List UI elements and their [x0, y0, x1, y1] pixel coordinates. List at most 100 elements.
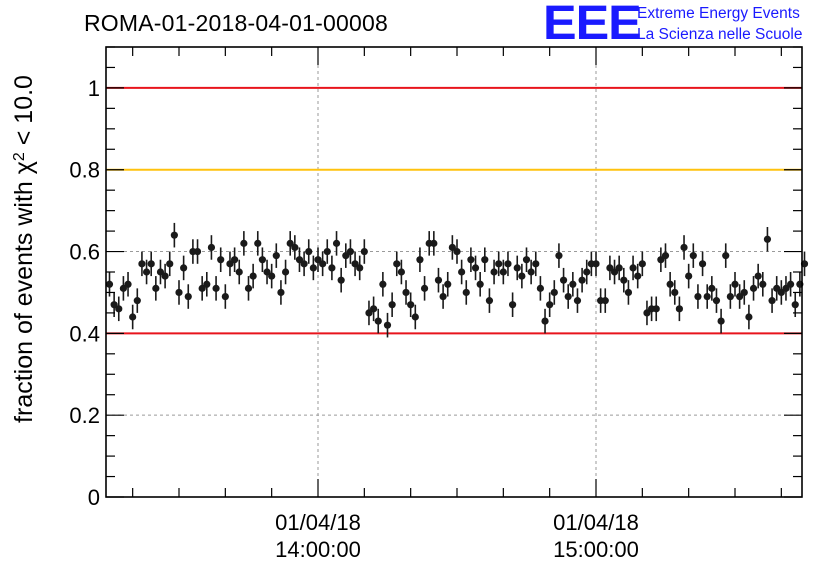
data-marker — [749, 284, 758, 292]
data-point — [550, 280, 558, 305]
data-point — [277, 280, 285, 305]
chart-title: ROMA-01-2018-04-01-00008 — [84, 10, 388, 36]
data-marker — [133, 297, 141, 305]
data-marker — [281, 268, 290, 276]
data-marker — [508, 301, 517, 309]
data-point — [161, 263, 169, 289]
data-marker — [379, 280, 387, 288]
data-marker — [657, 256, 665, 264]
data-marker — [620, 276, 628, 284]
data-marker — [712, 297, 721, 305]
data-point — [193, 239, 202, 264]
data-marker — [606, 264, 614, 272]
data-marker — [319, 260, 327, 268]
data-marker — [420, 284, 429, 292]
data-marker — [467, 256, 475, 264]
data-marker — [726, 292, 734, 301]
data-marker — [193, 247, 202, 256]
x-tick-date: 01/04/18 — [553, 510, 639, 535]
data-point — [295, 247, 304, 272]
data-point — [309, 255, 317, 281]
data-marker — [675, 305, 684, 313]
data-point — [263, 259, 271, 285]
data-marker — [309, 264, 317, 272]
data-point — [351, 251, 359, 277]
data-marker — [388, 301, 396, 309]
data-marker — [703, 292, 711, 301]
data-point — [370, 296, 378, 322]
data-point — [759, 272, 767, 297]
data-point — [129, 304, 137, 330]
data-point — [184, 284, 192, 309]
data-marker — [573, 297, 582, 305]
data-point — [356, 255, 364, 281]
data-point — [467, 247, 475, 272]
data-point — [583, 259, 591, 285]
data-point — [624, 280, 633, 305]
data-marker — [583, 268, 591, 276]
plot-frame — [105, 46, 803, 498]
data-point — [578, 267, 586, 293]
data-marker — [397, 268, 405, 276]
data-point — [383, 312, 392, 338]
y-axis-label-main: fraction of events with — [10, 174, 38, 423]
data-marker — [161, 272, 169, 280]
data-point — [332, 231, 341, 256]
data-marker — [471, 264, 480, 272]
data-point — [768, 288, 776, 313]
data-marker — [546, 301, 554, 309]
data-point — [291, 235, 299, 260]
y-tick-label: 1 — [88, 76, 100, 101]
data-point — [180, 255, 188, 281]
data-marker — [226, 260, 234, 268]
data-points — [105, 222, 809, 338]
data-marker — [652, 305, 660, 313]
data-marker — [411, 313, 419, 321]
data-marker — [458, 268, 466, 276]
data-point — [453, 239, 461, 264]
data-point — [430, 231, 438, 256]
data-point — [749, 276, 758, 301]
data-point — [546, 292, 554, 317]
x-tick-time: 14:00:00 — [275, 537, 361, 562]
data-marker — [754, 272, 762, 280]
data-marker — [624, 288, 633, 297]
data-marker — [203, 280, 211, 288]
data-point — [536, 276, 545, 301]
data-marker — [351, 260, 359, 268]
data-marker — [689, 252, 697, 260]
data-point — [258, 247, 266, 272]
data-point — [147, 251, 155, 277]
data-marker — [559, 276, 568, 284]
data-point — [305, 239, 313, 264]
data-point — [133, 288, 141, 313]
data-point — [342, 243, 350, 268]
data-marker — [499, 268, 507, 276]
data-point — [481, 247, 489, 272]
data-point — [685, 263, 693, 289]
data-point — [694, 284, 702, 309]
data-point — [504, 251, 512, 277]
data-marker — [166, 260, 174, 268]
data-marker — [453, 247, 461, 256]
data-point — [532, 251, 540, 277]
data-marker — [485, 297, 494, 305]
data-point — [124, 272, 132, 297]
data-point — [281, 259, 290, 285]
data-marker — [773, 284, 781, 292]
data-point — [643, 300, 651, 326]
logo-line-1: Extreme Energy Events — [637, 5, 800, 22]
data-marker — [476, 280, 484, 288]
data-point — [156, 259, 165, 285]
data-point — [448, 235, 456, 260]
y-axis-label-tail: < 10.0 — [10, 75, 38, 152]
data-point — [680, 235, 688, 260]
data-marker — [370, 305, 378, 313]
data-marker — [777, 288, 785, 297]
data-marker — [142, 268, 151, 276]
data-point — [323, 239, 331, 264]
data-marker — [448, 243, 456, 252]
data-point — [379, 272, 387, 297]
